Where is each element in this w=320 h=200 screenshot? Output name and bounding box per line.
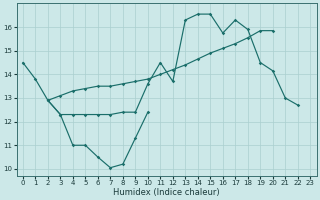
X-axis label: Humidex (Indice chaleur): Humidex (Indice chaleur): [113, 188, 220, 197]
